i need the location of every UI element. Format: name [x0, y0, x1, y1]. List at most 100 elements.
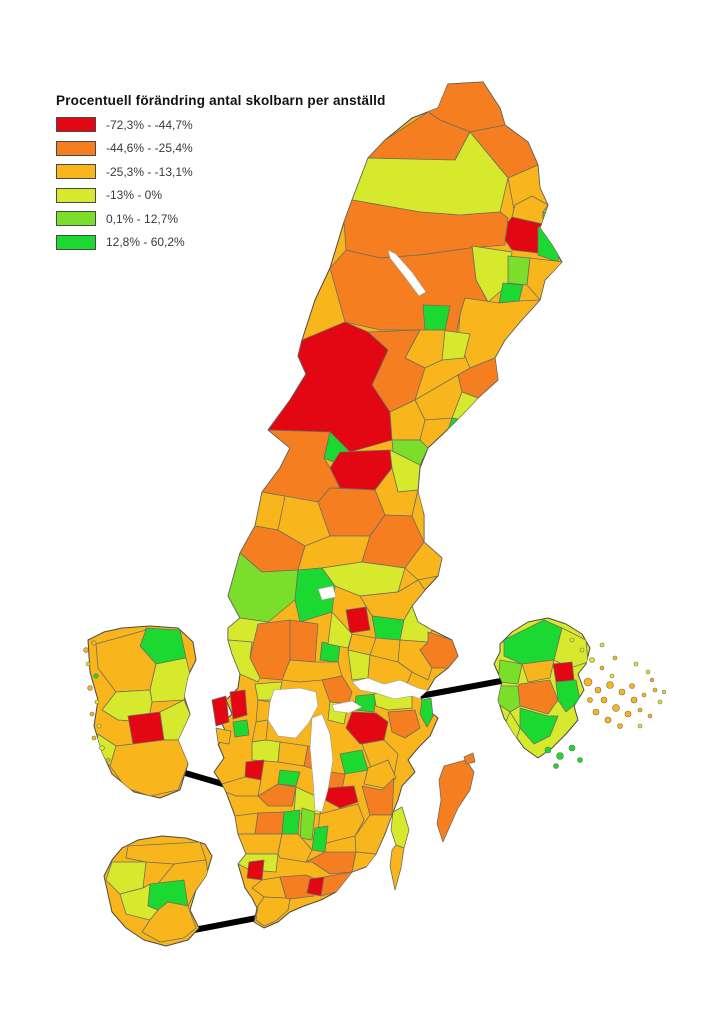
municipality-cell — [497, 659, 523, 685]
island — [629, 683, 635, 689]
island — [641, 692, 647, 698]
island — [599, 642, 605, 648]
municipality-cell — [257, 783, 297, 807]
legend-swatch — [56, 187, 96, 203]
municipality-cell — [555, 679, 581, 713]
municipality-cell — [361, 777, 395, 816]
island — [594, 686, 602, 694]
island — [587, 697, 593, 703]
inset-malmo — [103, 835, 213, 947]
island — [652, 687, 658, 693]
municipality-cell — [277, 769, 301, 787]
legend-swatch — [56, 140, 96, 156]
municipality-cell — [436, 759, 475, 843]
municipality-cell — [390, 806, 410, 849]
island — [612, 655, 618, 661]
municipality-cell — [299, 807, 316, 841]
municipality-cell — [267, 321, 393, 453]
municipality-cell — [389, 844, 405, 891]
island — [94, 699, 100, 705]
municipality-cell — [277, 741, 309, 767]
lake — [387, 249, 427, 297]
municipality-cell — [215, 727, 232, 745]
island — [89, 711, 95, 717]
island — [649, 677, 655, 683]
island — [96, 723, 102, 729]
municipality-cell — [321, 675, 353, 705]
island — [556, 752, 564, 760]
legend-item-5: 12,8% - 60,2% — [56, 234, 386, 251]
municipality-cell — [232, 719, 250, 738]
municipality-cell — [507, 255, 531, 286]
municipality-cell — [251, 739, 281, 763]
inset-stockholm — [493, 617, 667, 769]
island — [633, 661, 639, 667]
municipality-cell — [229, 689, 248, 720]
municipality-cell — [371, 615, 405, 641]
legend-item-3: -13% - 0% — [56, 187, 386, 204]
island — [647, 713, 653, 719]
island — [87, 685, 93, 691]
island — [600, 696, 608, 704]
island — [105, 757, 111, 763]
legend-item-1: -44,6% - -25,4% — [56, 140, 386, 157]
municipality-cell — [463, 752, 476, 765]
municipality-cell — [119, 883, 159, 921]
legend: Procentuell förändring antal skolbarn pe… — [56, 93, 386, 258]
inset-connector-line — [417, 678, 504, 699]
municipality-cell — [498, 282, 524, 304]
legend-item-2: -25,3% - -13,1% — [56, 164, 386, 180]
legend-label: -72,3% - -44,7% — [106, 117, 193, 132]
municipality-cell — [422, 304, 451, 331]
island — [83, 647, 89, 653]
island — [630, 696, 638, 704]
legend-swatch — [56, 234, 96, 250]
municipality-cell — [503, 619, 563, 665]
island — [577, 757, 583, 763]
island — [85, 661, 91, 667]
island — [618, 688, 626, 696]
legend-title: Procentuell förändring antal skolbarn pe… — [56, 93, 386, 108]
municipality-cells — [105, 841, 209, 943]
island — [612, 704, 620, 712]
municipality-cell — [526, 257, 562, 301]
municipality-cell — [125, 841, 207, 865]
municipality-cell — [552, 661, 575, 683]
lake — [317, 585, 337, 601]
municipality-cells — [95, 627, 191, 797]
municipality-cell — [289, 619, 319, 663]
municipality-cell — [211, 695, 230, 727]
island — [91, 735, 97, 741]
island — [609, 673, 615, 679]
island — [637, 723, 643, 729]
island — [583, 677, 593, 687]
municipality-cell — [347, 649, 371, 681]
legend-item-4: 0,1% - 12,7% — [56, 211, 386, 227]
island — [544, 746, 552, 754]
legend-swatch — [56, 164, 96, 180]
municipality-cell — [254, 811, 285, 835]
municipality-cell — [343, 199, 509, 259]
lake — [309, 713, 334, 813]
municipality-cell — [389, 399, 426, 441]
municipality-cell — [387, 709, 421, 739]
municipality-cell — [327, 611, 353, 649]
island — [553, 763, 559, 769]
island — [568, 744, 576, 752]
legend-label: -13% - 0% — [106, 188, 163, 203]
island — [569, 637, 575, 643]
municipality-cell — [351, 851, 377, 873]
legend-label: 12,8% - 60,2% — [106, 235, 185, 250]
island — [589, 657, 595, 663]
legend-swatch — [56, 117, 96, 133]
municipality-cell — [457, 297, 541, 369]
municipality-cell — [127, 711, 165, 745]
municipality-cell — [234, 812, 259, 835]
offshore-islands — [211, 689, 476, 891]
legend-swatch — [56, 211, 96, 227]
island — [93, 673, 99, 679]
legend-label: -44,6% - -25,4% — [106, 141, 193, 156]
island — [606, 681, 614, 689]
lake — [267, 687, 319, 739]
